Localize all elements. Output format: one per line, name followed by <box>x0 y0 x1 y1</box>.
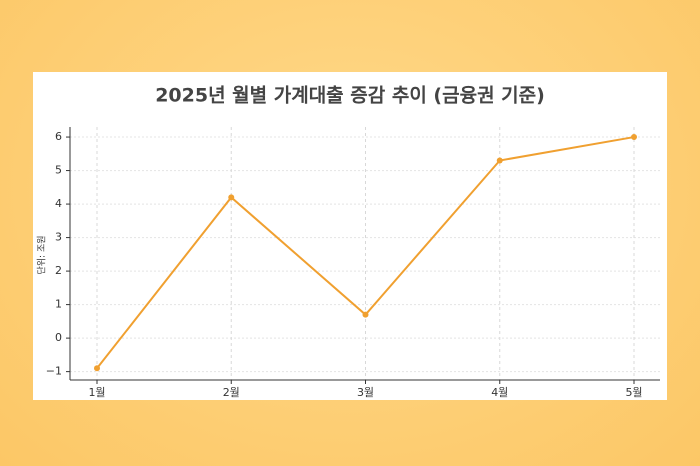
data-point <box>228 194 235 201</box>
y-tick-label: 4 <box>55 197 62 210</box>
data-point <box>496 157 503 164</box>
y-axis-label: 단위: 조원 <box>37 235 48 274</box>
chart-title: 2025년 월별 가계대출 증감 추이 (금융권 기준) <box>155 85 545 107</box>
y-tick-label: 0 <box>55 331 62 344</box>
y-tick-label: 1 <box>55 298 62 311</box>
y-tick-label: 2 <box>55 264 62 277</box>
data-point <box>362 311 369 318</box>
x-tick-label: 5월 <box>625 386 642 399</box>
x-tick-label: 3월 <box>357 386 374 399</box>
x-tick-label: 1월 <box>88 386 105 399</box>
data-point <box>94 365 100 372</box>
x-tick-label: 4월 <box>491 386 508 399</box>
y-tick-label: 3 <box>55 231 62 244</box>
x-tick-label: 2월 <box>223 386 240 399</box>
card <box>33 72 667 400</box>
y-tick-label: 5 <box>55 164 62 177</box>
y-tick-label: 6 <box>55 130 62 143</box>
y-tick-label: −1 <box>46 365 62 378</box>
data-point <box>631 134 637 141</box>
